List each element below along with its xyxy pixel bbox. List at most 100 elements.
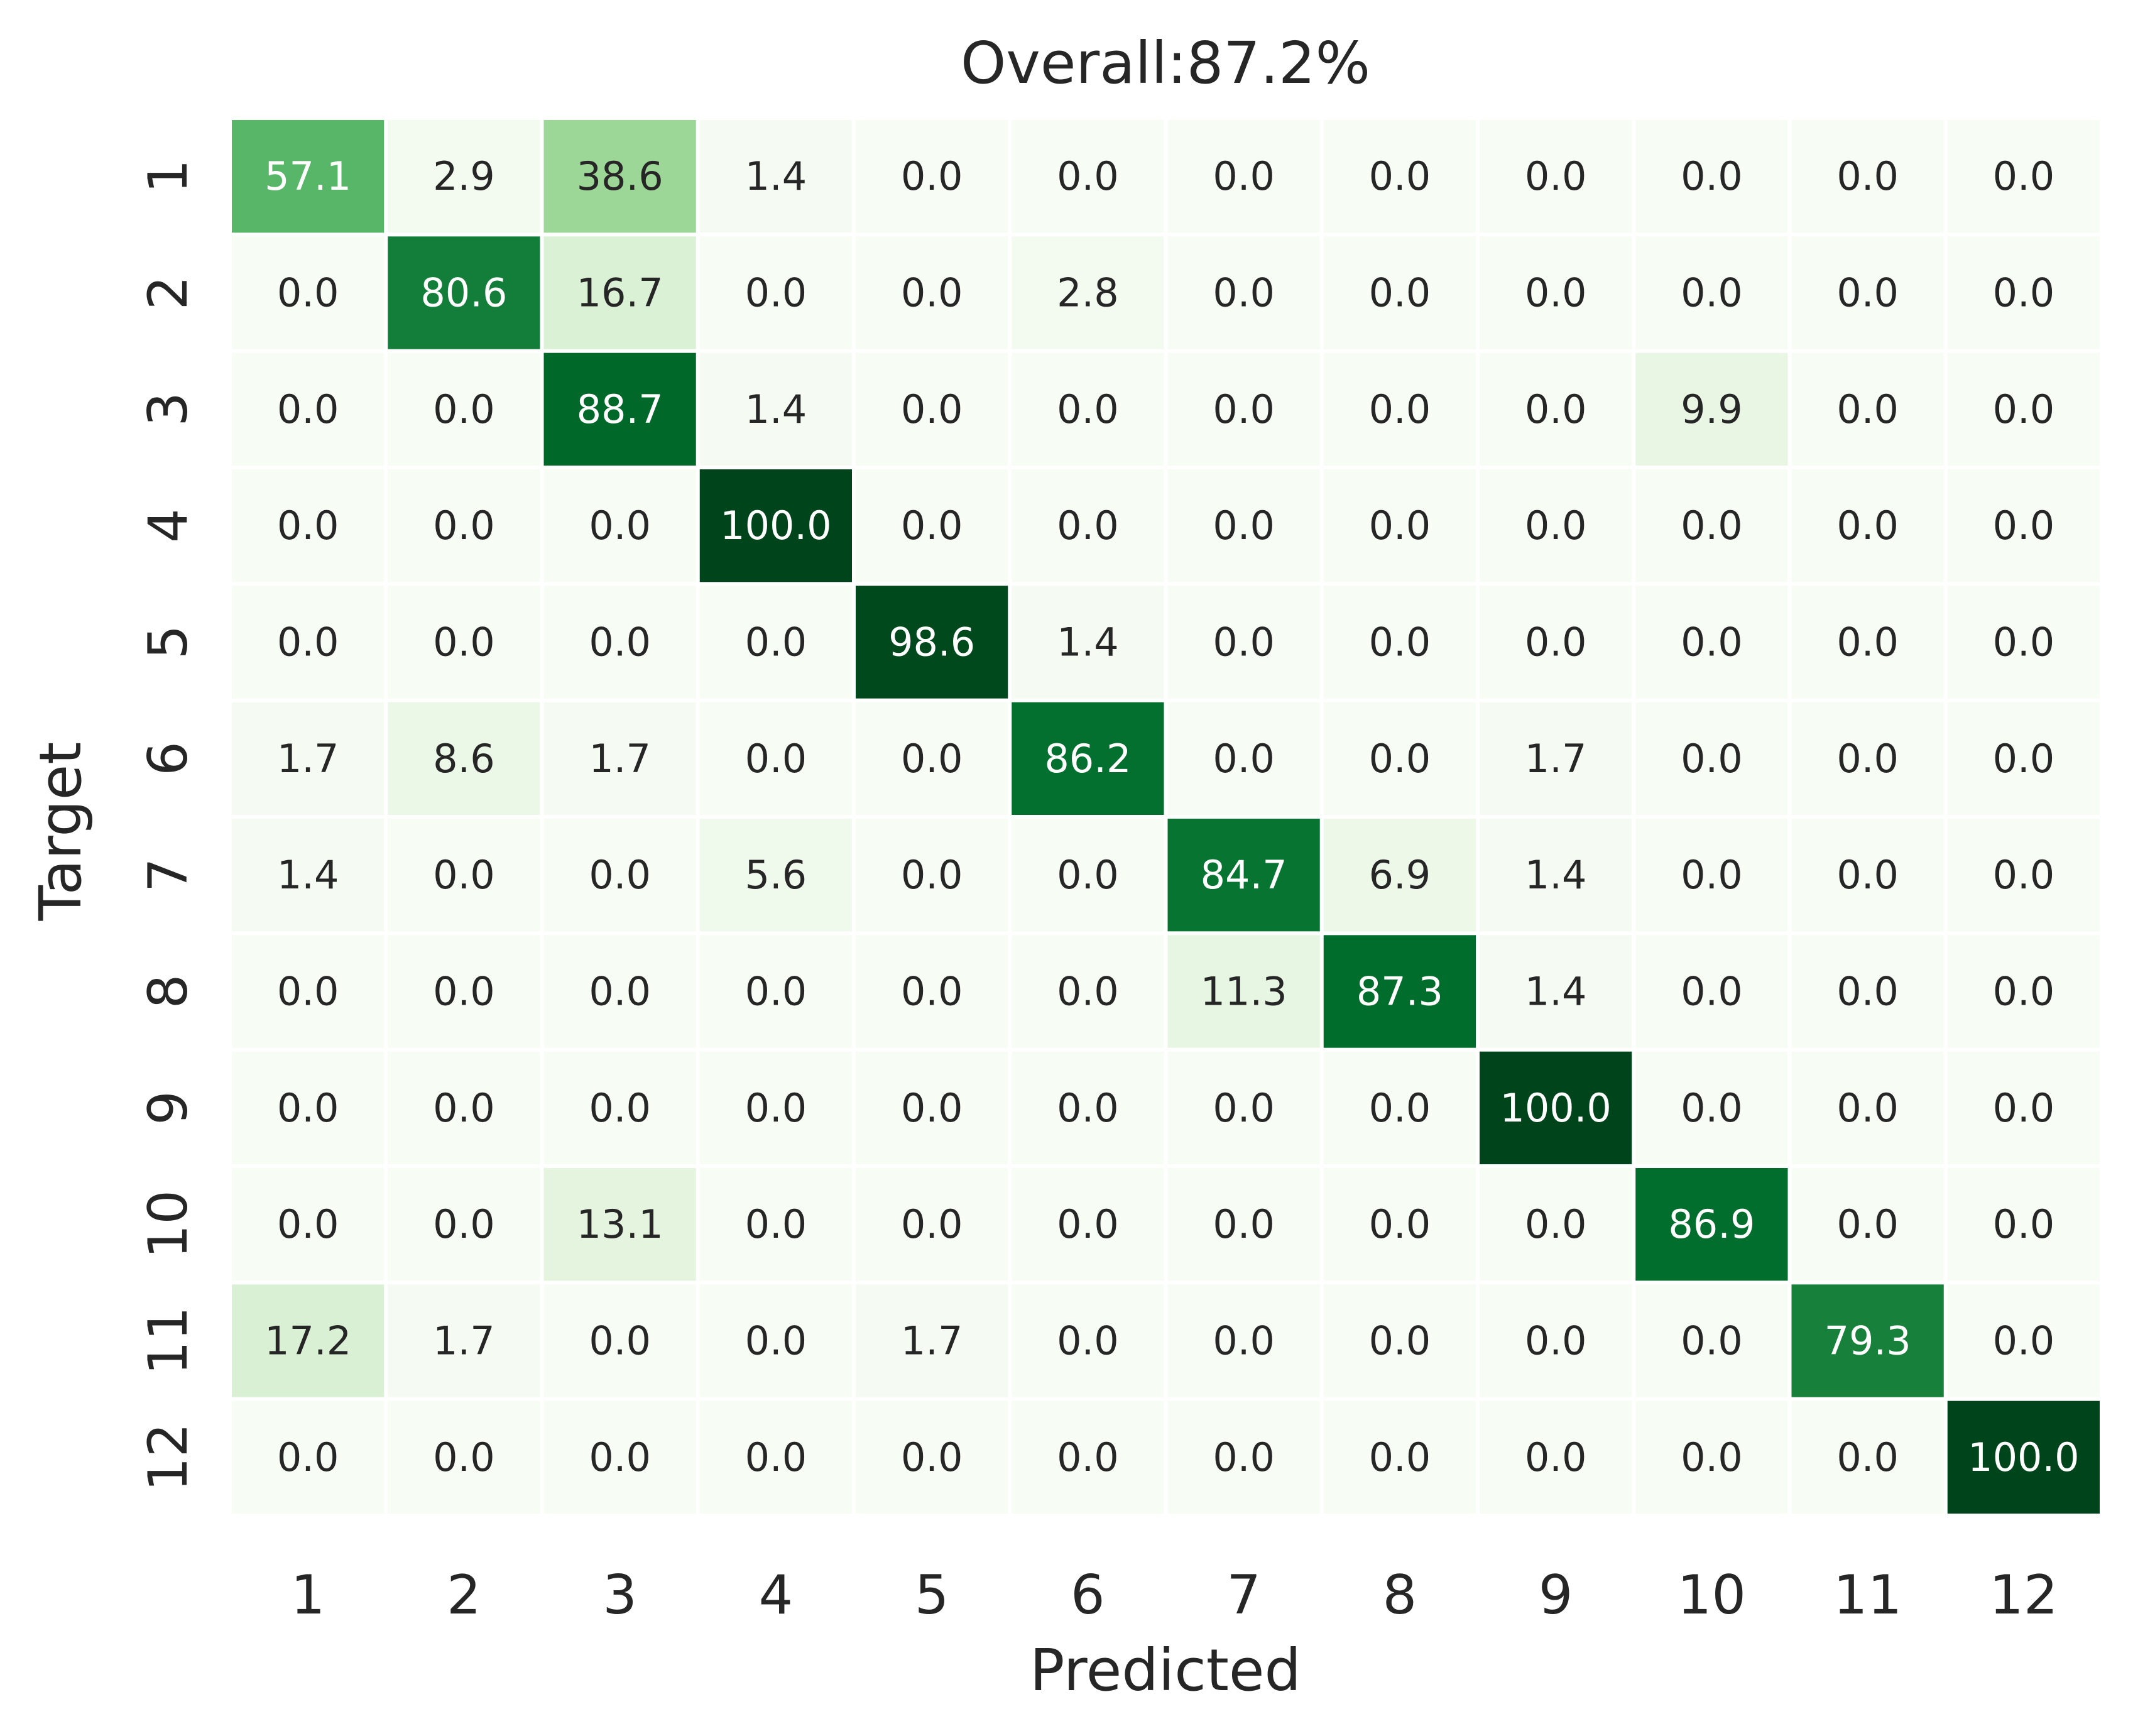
- cell-value-label: 0.0: [1525, 1318, 1587, 1364]
- heatmap-cell: [1012, 586, 1164, 699]
- cell-value-label: 16.7: [577, 270, 663, 316]
- cell-value-label: 0.0: [745, 969, 807, 1015]
- heatmap-cell: [1012, 352, 1164, 466]
- cell-value-label: 8.6: [433, 736, 495, 782]
- cell-value-label: 0.0: [901, 736, 963, 782]
- heatmap-cell: [1167, 586, 1320, 699]
- heatmap-cell: [232, 586, 385, 699]
- cell-value-label: 0.0: [901, 1085, 963, 1131]
- cell-value-label: 0.0: [1836, 270, 1899, 316]
- cell-value-label: 0.0: [1681, 852, 1743, 898]
- heatmap-cell: [1167, 702, 1320, 815]
- heatmap-cell: [1947, 935, 2100, 1048]
- cell-value-label: 0.0: [1681, 969, 1743, 1015]
- y-tick-label: 1: [137, 159, 200, 194]
- cell-value-label: 0.0: [1836, 969, 1899, 1015]
- heatmap-cell: [232, 702, 385, 815]
- heatmap-cell: [543, 702, 696, 815]
- heatmap-cell: [232, 1051, 385, 1164]
- cell-value-label: 0.0: [901, 969, 963, 1015]
- cell-value-label: 0.0: [1681, 620, 1743, 665]
- cell-value-label: 0.0: [1993, 153, 2055, 199]
- heatmap-cell: [1480, 1400, 1632, 1514]
- cell-value-label: 0.0: [1213, 736, 1275, 782]
- heatmap-cell: [856, 236, 1008, 349]
- cell-value-label: 57.1: [265, 153, 351, 199]
- heatmap-cell: [1323, 819, 1476, 932]
- cell-value-label: 0.0: [1681, 1085, 1743, 1131]
- cell-value-label: 0.0: [277, 1085, 339, 1131]
- cell-value-label: 1.4: [1525, 852, 1587, 898]
- heatmap-cell: [856, 1400, 1008, 1514]
- heatmap-cell: [1480, 236, 1632, 349]
- cell-value-label: 0.0: [1525, 270, 1587, 316]
- cell-value-label: 84.7: [1201, 852, 1287, 898]
- cell-value-label: 1.4: [745, 386, 807, 432]
- x-tick-label: 9: [1539, 1564, 1573, 1627]
- heatmap-cell: [1012, 935, 1164, 1048]
- heatmap-cell: [1947, 586, 2100, 699]
- heatmap-cell: [1480, 935, 1632, 1048]
- cell-value-label: 0.0: [1525, 503, 1587, 549]
- y-axis-label: Target: [27, 742, 94, 922]
- heatmap-cell: [388, 586, 540, 699]
- cell-value-label: 0.0: [277, 620, 339, 665]
- heatmap-cell: [1323, 702, 1476, 815]
- heatmap-cell: [1012, 1051, 1164, 1164]
- cell-value-label: 0.0: [1836, 852, 1899, 898]
- cell-value-label: 0.0: [1836, 1434, 1899, 1480]
- heatmap-cell: [1167, 1051, 1320, 1164]
- heatmap-cell: [1947, 236, 2100, 349]
- cell-value-label: 0.0: [745, 1318, 807, 1364]
- cell-value-label: 0.0: [433, 620, 495, 665]
- cell-value-label: 1.4: [277, 852, 339, 898]
- heatmap-cell: [1635, 352, 1788, 466]
- cell-value-label: 0.0: [1369, 1434, 1431, 1480]
- heatmap-cell: [1791, 1051, 1944, 1164]
- cell-value-label: 0.0: [901, 153, 963, 199]
- cell-value-label: 0.0: [745, 1085, 807, 1131]
- cell-value-label: 0.0: [1213, 153, 1275, 199]
- cell-value-label: 0.0: [1369, 270, 1431, 316]
- cell-value-label: 86.9: [1668, 1201, 1755, 1247]
- y-tick-label: 4: [137, 508, 200, 543]
- y-tick-label: 5: [137, 625, 200, 660]
- cell-value-label: 0.0: [277, 969, 339, 1015]
- heatmap-cell: [1012, 819, 1164, 932]
- y-tick-label: 7: [137, 858, 200, 892]
- x-tick-label: 8: [1383, 1564, 1417, 1627]
- cell-value-label: 0.0: [1213, 270, 1275, 316]
- heatmap-cell: [1791, 586, 1944, 699]
- cell-value-label: 0.0: [1057, 969, 1119, 1015]
- cell-value-label: 0.0: [1057, 1085, 1119, 1131]
- cell-value-label: 0.0: [1836, 1085, 1899, 1131]
- cell-value-label: 0.0: [1993, 270, 2055, 316]
- cell-value-label: 0.0: [901, 852, 963, 898]
- heatmap-cell: [1012, 702, 1164, 815]
- heatmap-cell: [388, 702, 540, 815]
- cell-value-label: 0.0: [433, 852, 495, 898]
- heatmap-cell: [1480, 1284, 1632, 1397]
- cell-value-label: 9.9: [1681, 386, 1743, 432]
- heatmap-cell: [388, 1168, 540, 1281]
- heatmap-cell: [388, 1051, 540, 1164]
- cell-value-label: 0.0: [1369, 736, 1431, 782]
- cell-value-label: 79.3: [1825, 1318, 1911, 1364]
- cell-value-label: 0.0: [1369, 1318, 1431, 1364]
- heatmap-cell: [1323, 120, 1476, 233]
- heatmap-cell: [232, 819, 385, 932]
- heatmap-cell: [232, 236, 385, 349]
- heatmap-cell: [543, 1400, 696, 1514]
- cell-value-label: 0.0: [901, 1201, 963, 1247]
- cell-value-label: 86.2: [1044, 736, 1131, 782]
- heatmap-cell: [543, 236, 696, 349]
- heatmap-cell: [543, 352, 696, 466]
- cell-value-label: 0.0: [433, 1434, 495, 1480]
- cell-value-label: 17.2: [265, 1318, 351, 1364]
- heatmap-cell: [1635, 236, 1788, 349]
- cell-value-label: 0.0: [745, 270, 807, 316]
- heatmap-cell: [1323, 935, 1476, 1048]
- heatmap-cells: 57.1 2.9 38.6 1.4 0.0 0.0 0.0 0.0 0.0 0.0 0.0 0.0 0.…: [232, 120, 2100, 1514]
- cell-value-label: 87.3: [1356, 969, 1443, 1015]
- cell-value-label: 0.0: [1993, 386, 2055, 432]
